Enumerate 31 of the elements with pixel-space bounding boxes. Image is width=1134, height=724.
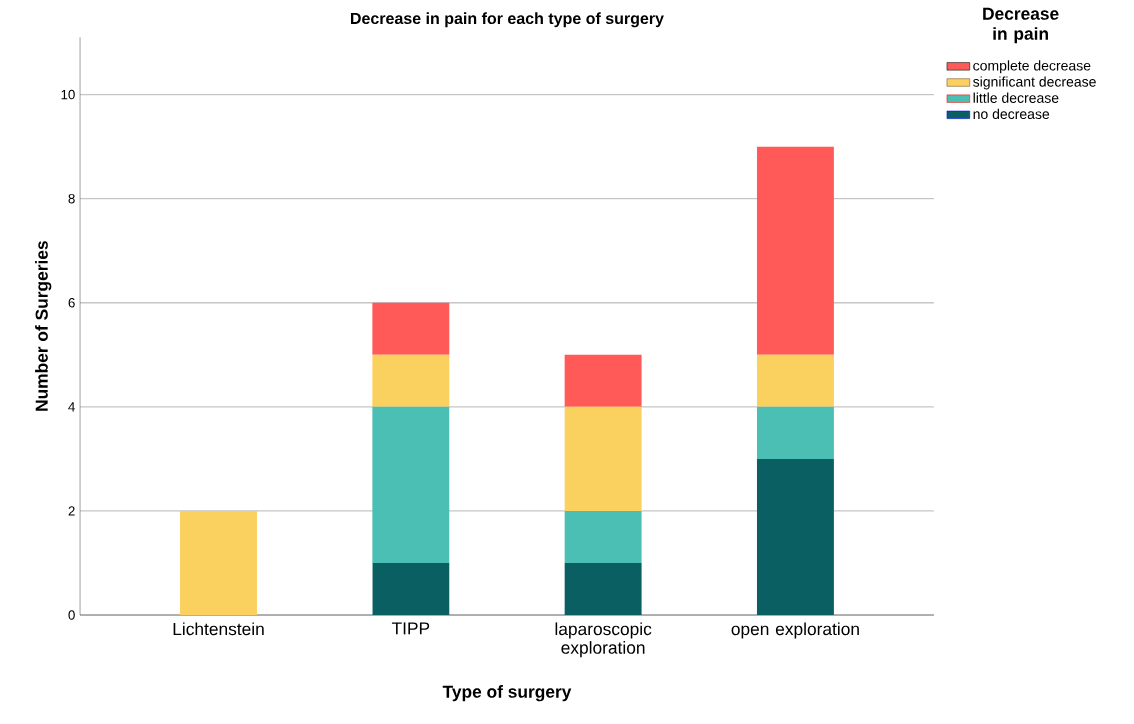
bar — [564, 354, 642, 407]
y-tick-label: 10 — [61, 89, 75, 100]
y-tick-label: 8 — [68, 193, 75, 204]
legend-label: no decrease — [973, 108, 1050, 119]
bar — [372, 302, 450, 355]
y-axis-title: Number of Surgeries — [35, 240, 52, 411]
bar — [564, 510, 642, 563]
bar — [756, 406, 834, 459]
x-tick-label: laparoscopic exploration — [555, 622, 652, 658]
bar — [756, 354, 834, 407]
y-tick-label: 6 — [68, 297, 75, 308]
y-tick-label: 2 — [68, 506, 75, 516]
x-axis-title: Type of surgery — [442, 684, 572, 702]
y-tick-label: 0 — [68, 610, 75, 620]
bar — [372, 354, 450, 407]
legend-title: Decrease in pain — [983, 7, 1059, 44]
legend-label: complete decrease — [973, 60, 1091, 74]
bar — [756, 458, 834, 615]
y-tick-label: 4 — [68, 402, 75, 412]
legend-label: little decrease — [973, 92, 1059, 103]
x-tick-label: Lichtenstein — [173, 622, 264, 635]
bar — [564, 406, 642, 511]
bar — [372, 562, 450, 615]
bar — [756, 146, 834, 355]
bar — [564, 562, 642, 615]
bar — [180, 510, 257, 615]
legend-label: significant decrease — [973, 76, 1096, 90]
x-tick-label: TIPP — [391, 622, 430, 635]
x-tick-label: open exploration — [731, 622, 859, 639]
chart-title: Decrease in pain for each type of surgery — [351, 12, 664, 28]
bar — [372, 406, 450, 563]
